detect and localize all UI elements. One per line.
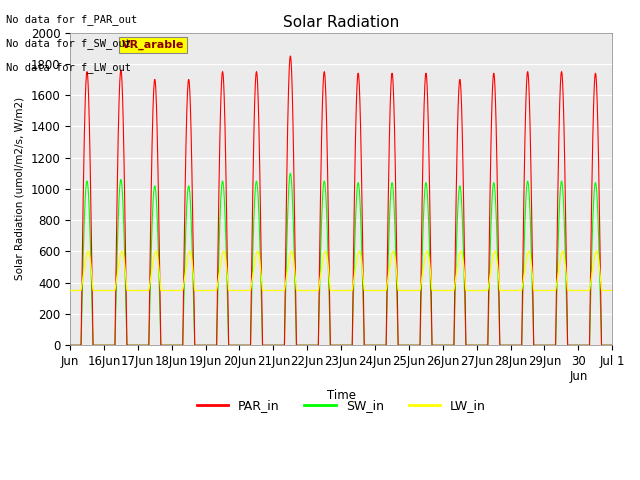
- Y-axis label: Solar Radiation (umol/m2/s, W/m2): Solar Radiation (umol/m2/s, W/m2): [15, 97, 25, 280]
- Text: No data for f_SW_out: No data for f_SW_out: [6, 38, 131, 49]
- Text: VR_arable: VR_arable: [122, 40, 184, 50]
- X-axis label: Time: Time: [326, 388, 356, 402]
- Legend: PAR_in, SW_in, LW_in: PAR_in, SW_in, LW_in: [191, 394, 491, 417]
- Text: No data for f_PAR_out: No data for f_PAR_out: [6, 14, 138, 25]
- Title: Solar Radiation: Solar Radiation: [283, 15, 399, 30]
- Text: No data for f_LW_out: No data for f_LW_out: [6, 62, 131, 73]
